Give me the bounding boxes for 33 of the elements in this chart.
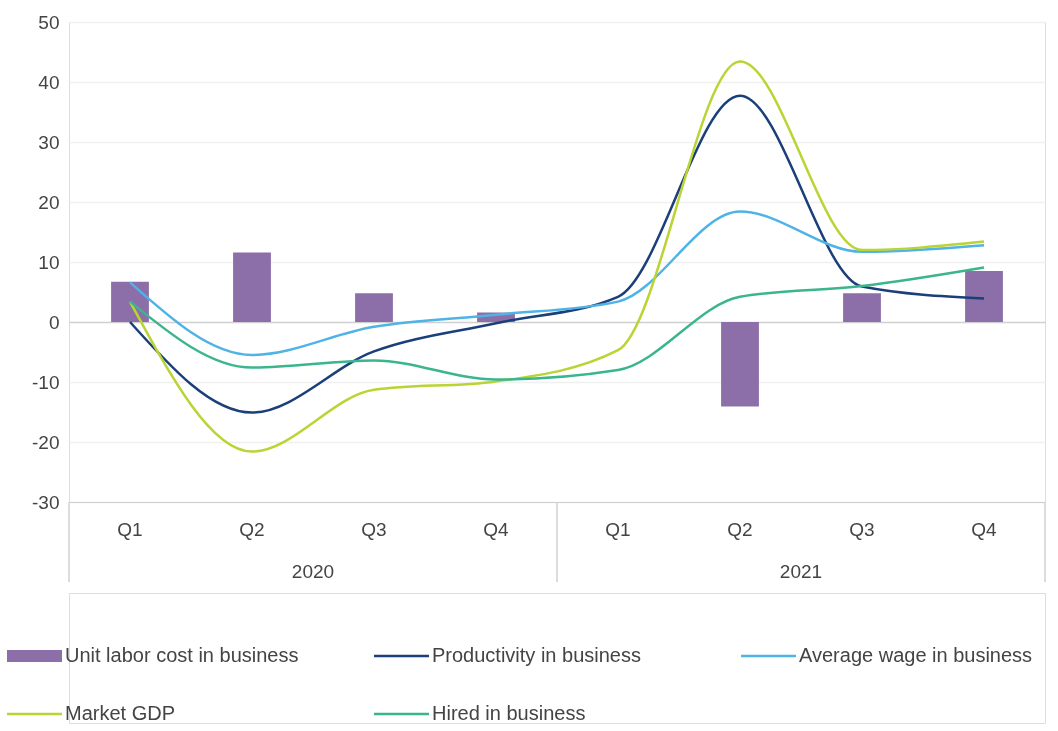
x-tick-label: Q2 — [727, 518, 753, 540]
y-tick-label: 50 — [38, 11, 60, 33]
x-tick-label: Q1 — [117, 518, 143, 540]
bar — [355, 293, 393, 322]
legend-label: Unit labor cost in business — [65, 644, 299, 666]
line-series — [128, 266, 986, 381]
line-series — [128, 60, 986, 453]
text: 2020 — [291, 561, 335, 582]
y-tick-label: 0 — [48, 311, 60, 333]
y-tick-label: -20 — [32, 431, 60, 453]
y-tick-label: 40 — [38, 71, 60, 93]
x-tick-label: Q4 — [483, 518, 510, 540]
y-tick-label: -30 — [32, 491, 60, 513]
bar — [233, 252, 271, 322]
x-tick-label: Q3 — [361, 518, 387, 540]
line-series — [128, 210, 986, 357]
legend-label: Average wage in business — [799, 644, 1033, 666]
legend-label: Market GDP — [65, 702, 176, 724]
legend-label: Productivity in business — [432, 644, 641, 666]
x-tick-label: Q1 — [605, 518, 631, 540]
y-tick-label: 20 — [38, 191, 60, 213]
x-tick-label: Q2 — [239, 518, 265, 540]
line-series — [128, 94, 986, 414]
bar — [965, 271, 1003, 322]
text: 2021 — [779, 561, 823, 582]
x-tick-label: Q3 — [849, 518, 875, 540]
y-tick-label: -10 — [32, 371, 60, 393]
legend-label: Hired in business — [432, 702, 586, 724]
bar — [721, 322, 759, 407]
y-tick-label: 10 — [38, 251, 60, 273]
y-tick-label: 30 — [38, 131, 60, 153]
bar — [843, 293, 881, 322]
x-tick-label: Q4 — [971, 518, 998, 540]
